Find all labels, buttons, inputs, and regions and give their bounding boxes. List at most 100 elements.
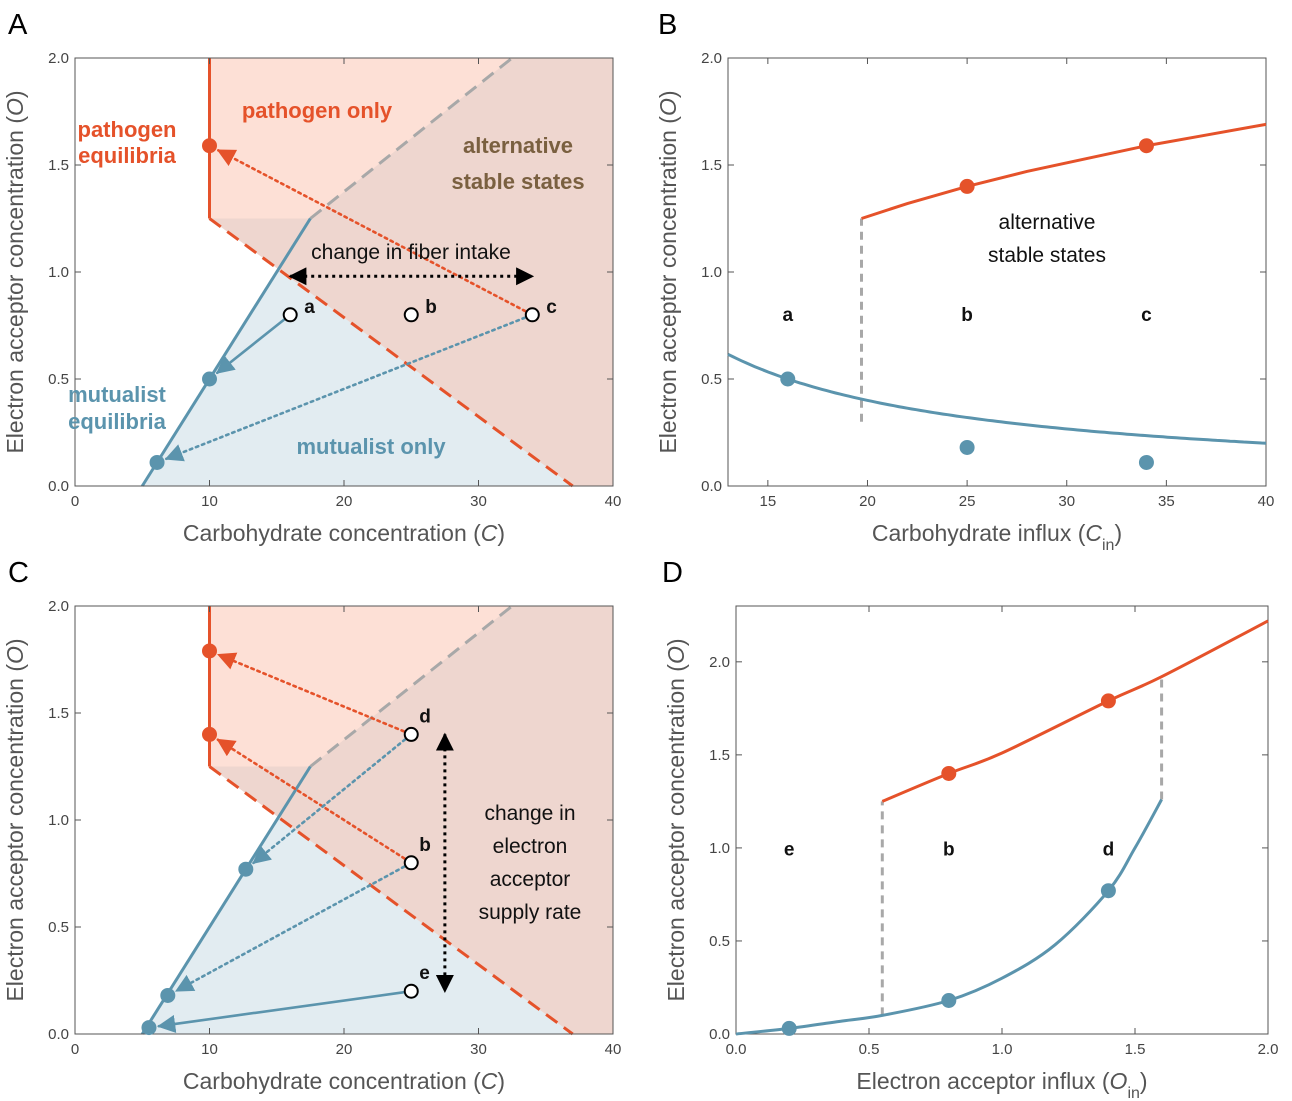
x-axis-label: Carbohydrate concentration (C)	[183, 1068, 505, 1094]
x-tick-label: 20	[859, 493, 876, 510]
supply-rate-annotation: supply rate	[479, 901, 582, 924]
y-tick-label: 0.5	[48, 371, 69, 388]
x-tick-label: 10	[201, 1041, 218, 1058]
initial-state-point	[282, 307, 298, 323]
point-label: a	[782, 305, 793, 326]
x-tick-label: 1.5	[1125, 1041, 1146, 1058]
axis-label-text: Electron acceptor concentration (	[663, 664, 689, 1002]
x-tick-label: 20	[336, 493, 353, 510]
point-label: e	[784, 839, 795, 860]
axis-label-text: )	[2, 90, 28, 98]
mutualist-equilibrium-point	[238, 861, 254, 877]
axis-label-text: )	[2, 638, 28, 646]
x-tick-label: 15	[760, 493, 777, 510]
x-tick-label: 10	[201, 493, 218, 510]
axis-label-text: )	[497, 520, 505, 546]
x-tick-label: 2.0	[1258, 1041, 1279, 1058]
y-tick-label: 1.0	[709, 840, 730, 857]
trajectory-arrow	[215, 318, 286, 375]
mutualist-marker	[1100, 883, 1116, 899]
trajectory-arrow	[164, 316, 527, 462]
trajectory-arrow	[217, 652, 406, 733]
x-axis-label: Carbohydrate concentration (C)	[183, 520, 505, 546]
mutualist-marker	[780, 371, 796, 387]
initial-state-point	[524, 307, 540, 323]
axis-label-variable: C	[481, 1068, 498, 1094]
x-tick-label: 0	[71, 493, 79, 510]
trajectory-arrow	[216, 738, 406, 860]
axis-label-text: Electron acceptor concentration (	[2, 664, 28, 1002]
pathogen-marker	[1100, 693, 1116, 709]
x-tick-label: 40	[605, 1041, 622, 1058]
y-axis-label: Electron acceptor concentration (O)	[663, 638, 689, 1001]
point-label: e	[419, 963, 430, 984]
x-tick-label: 40	[605, 493, 622, 510]
y-axis-label: Electron acceptor concentration (O)	[655, 90, 681, 453]
fiber-intake-annotation: change in fiber intake	[311, 241, 511, 264]
y-tick-label: 0.0	[701, 478, 722, 495]
pathogen-marker	[959, 178, 975, 194]
y-tick-label: 1.0	[48, 264, 69, 281]
plot-frame	[735, 605, 1269, 1035]
point-label: c	[546, 297, 557, 318]
x-axis-label: Electron acceptor influx (Oin)	[856, 1068, 1147, 1101]
y-tick-label: 2.0	[48, 50, 69, 67]
y-tick-label: 0.0	[709, 1026, 730, 1043]
x-tick-label: 40	[1258, 493, 1275, 510]
axis-label-variable: O	[2, 646, 28, 664]
axis-label-subscript: in	[1102, 537, 1114, 554]
x-tick-label: 30	[1058, 493, 1075, 510]
axis-label-variable: C	[1085, 520, 1102, 546]
point-label: b	[425, 297, 437, 318]
initial-state-point	[403, 726, 419, 742]
y-tick-label: 1.5	[709, 747, 730, 764]
panel-letter: D	[662, 557, 683, 589]
pathogen-equilibrium-point	[202, 643, 217, 659]
point-label: b	[961, 305, 973, 326]
mutualist-marker	[959, 439, 975, 455]
mutualist-equilibrium-point	[141, 1020, 157, 1036]
trajectory-arrow	[252, 738, 407, 865]
mutualist-curve	[727, 352, 1267, 445]
point-label: b	[419, 835, 431, 856]
axis-label-text: Carbohydrate concentration (	[183, 520, 481, 546]
axis-label-text: )	[655, 90, 681, 98]
mutualist-equilibria-label: mutualist	[68, 382, 166, 407]
y-tick-label: 1.5	[48, 157, 69, 174]
axis-label-text: Carbohydrate concentration (	[183, 1068, 481, 1094]
mutualist-region	[142, 218, 573, 486]
y-tick-label: 1.5	[701, 157, 722, 174]
pathogen-equilibria-label: pathogen	[78, 117, 177, 142]
x-tick-label: 0.5	[859, 1041, 880, 1058]
bistable-region	[209, 606, 613, 1034]
y-tick-label: 1.0	[48, 812, 69, 829]
y-tick-label: 0.5	[48, 919, 69, 936]
pathogen-only-label: pathogen only	[242, 98, 393, 123]
x-tick-label: 30	[470, 1041, 487, 1058]
y-tick-label: 2.0	[709, 654, 730, 671]
y-axis-label: Electron acceptor concentration (O)	[2, 90, 28, 453]
axis-label-variable: C	[481, 520, 498, 546]
pathogen-curve	[881, 619, 1269, 803]
alternative-stable-states-annotation: stable states	[988, 244, 1106, 267]
point-label: d	[1103, 839, 1115, 860]
pathogen-marker	[941, 765, 957, 781]
mutualist-region	[142, 766, 573, 1034]
y-tick-label: 1.0	[701, 264, 722, 281]
pathogen-invasion-boundary	[208, 217, 574, 488]
mutualist-equilibrium-point	[202, 371, 217, 387]
supply-rate-annotation: acceptor	[490, 868, 571, 891]
axis-label-subscript: in	[1127, 1085, 1139, 1101]
mutualist-equilibrium-point	[149, 454, 165, 470]
mutualist-equilibrium-point	[160, 987, 176, 1003]
x-tick-label: 25	[959, 493, 976, 510]
axis-label-text: Electron acceptor concentration (	[655, 116, 681, 454]
x-axis-label: Carbohydrate influx (Cin)	[872, 520, 1122, 554]
y-tick-label: 0.5	[701, 371, 722, 388]
alternative-stable-states-label: alternative	[463, 133, 573, 158]
x-tick-label: 0.0	[726, 1041, 747, 1058]
x-tick-label: 20	[336, 1041, 353, 1058]
y-tick-label: 0.0	[48, 478, 69, 495]
pathogen-marker	[1138, 138, 1154, 154]
